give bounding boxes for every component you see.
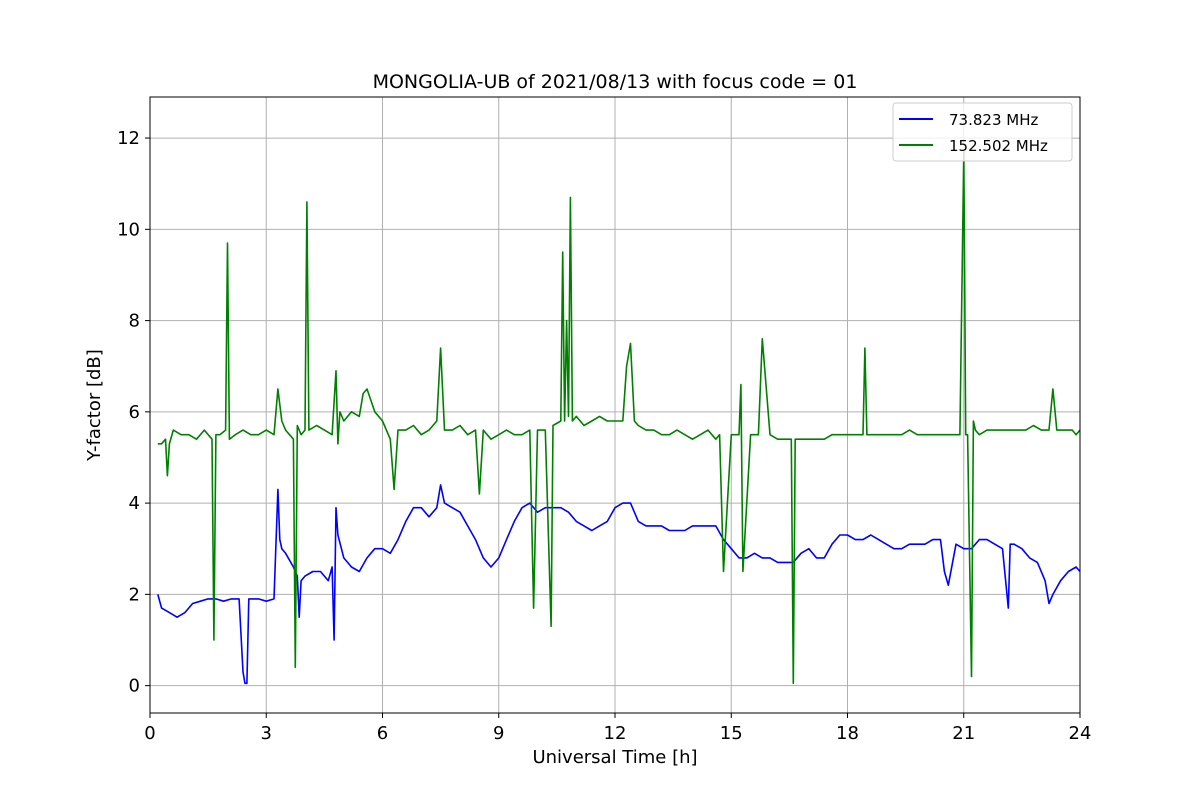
x-tick-label: 18 [836,723,859,744]
y-tick-label: 0 [129,676,140,697]
legend-box [892,102,1073,162]
legend: 73.823 MHz 152.502 MHz [892,102,1073,162]
y-tick-label: 10 [117,219,140,240]
y-tick-label: 8 [129,311,140,332]
x-tick-label: 6 [377,723,388,744]
x-axis-label: Universal Time [h] [532,747,697,768]
x-tick-label: 21 [952,723,975,744]
legend-label-series-1: 73.823 MHz [949,111,1038,129]
y-tick-label: 4 [129,493,140,514]
x-tick-label: 15 [720,723,743,744]
y-tick-label: 2 [129,584,140,605]
series-lines [157,151,1081,685]
y-axis-label: Y-factor [dB] [84,349,105,462]
x-tick-label: 3 [261,723,272,744]
y-tick-label: 6 [129,402,140,423]
x-tick-label: 9 [493,723,504,744]
x-tick-label: 24 [1069,723,1092,744]
chart-title: MONGOLIA-UB of 2021/08/13 with focus cod… [373,71,858,93]
y-tick-label: 12 [117,128,140,149]
x-tick-label: 0 [144,723,155,744]
series-line-1 [157,484,1081,685]
x-tick-label: 12 [604,723,627,744]
legend-label-series-2: 152.502 MHz [949,137,1048,155]
series-line-2 [157,151,1081,685]
